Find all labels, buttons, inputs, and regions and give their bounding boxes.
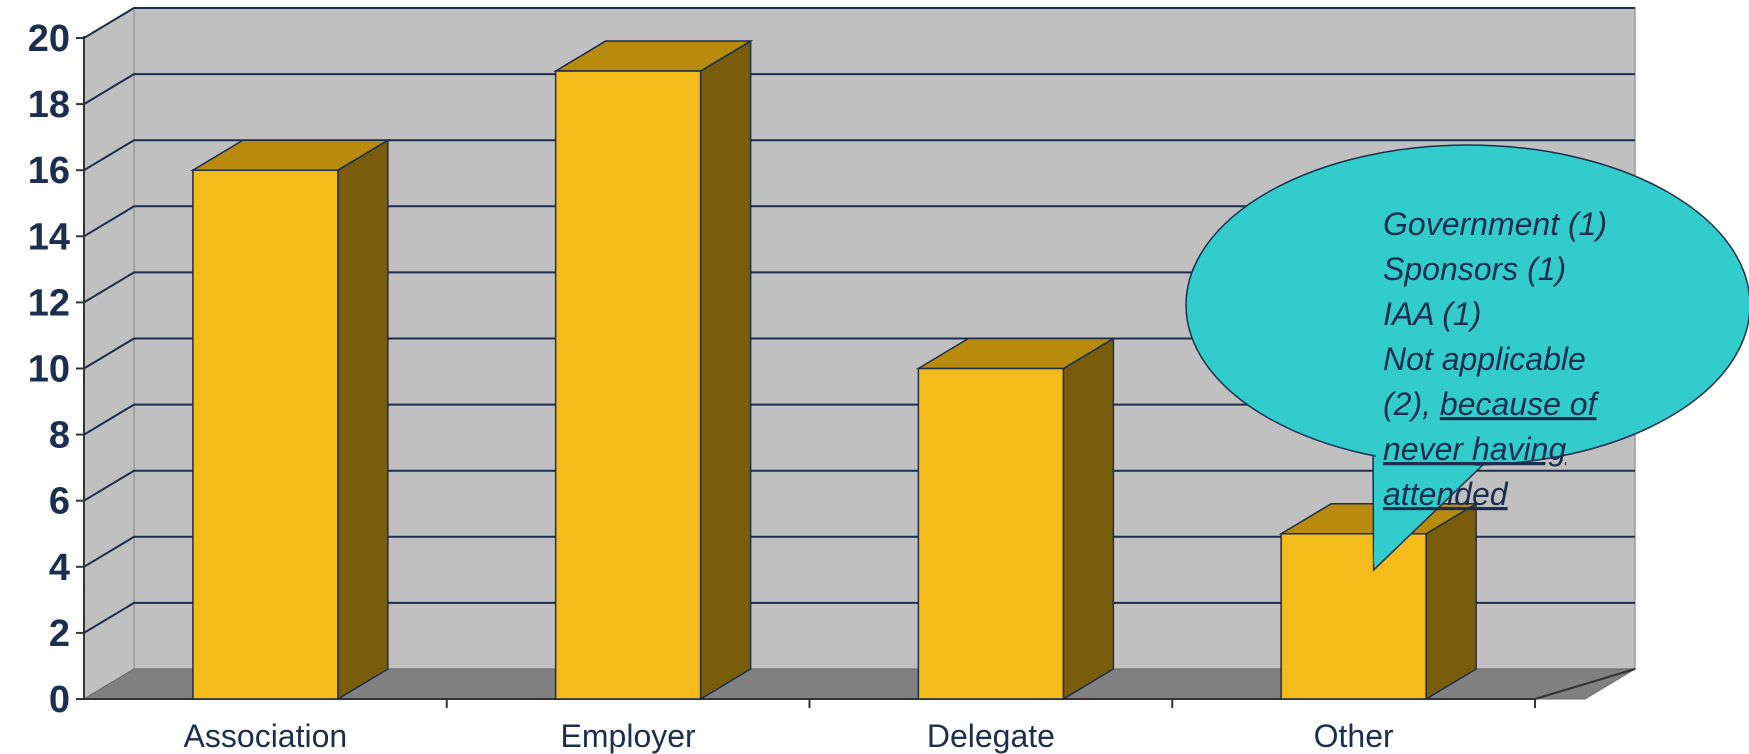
y-tick-label: 12 <box>28 282 70 324</box>
x-tick-label: Delegate <box>927 718 1055 754</box>
bars <box>190 39 1479 701</box>
gridline <box>83 403 1635 436</box>
bar-other <box>1278 502 1479 701</box>
callout-line-text: Government (1) <box>1383 206 1607 242</box>
x-tick-label: Other <box>1314 718 1394 754</box>
y-axis-ticks: 0 2 4 6 8 10 12 14 16 18 20 <box>28 18 84 721</box>
gridline <box>83 601 1635 634</box>
callout-line-text: IAA (1) <box>1383 296 1481 332</box>
y-tick-label: 6 <box>49 481 70 523</box>
gridline <box>83 535 1635 568</box>
y-tick-label: 20 <box>28 18 70 60</box>
callout-line-underlined: attended <box>1383 476 1509 512</box>
bar-side <box>1062 337 1115 701</box>
gridline <box>83 73 1635 105</box>
y-tick-label: 18 <box>28 84 70 126</box>
y-tick-label: 2 <box>49 613 70 655</box>
gridline <box>83 7 1635 39</box>
x-axis-labels: Association Employer Delegate Other <box>184 718 1394 754</box>
callout-line: Government (1) <box>1383 206 1607 242</box>
callout-line: Sponsors (1) <box>1383 251 1566 287</box>
bar-delegate <box>915 337 1117 701</box>
gridline <box>83 205 1635 238</box>
x-tick-label: Association <box>184 718 348 754</box>
callout-line-text: (2), <box>1383 386 1440 422</box>
y-tick-label: 14 <box>28 216 70 258</box>
callout-line: Not applicable <box>1383 341 1586 377</box>
callout-line-underlined: never having <box>1383 431 1566 467</box>
callout-line-text: Not applicable <box>1383 341 1586 377</box>
callout-bubble: Government (1) Sponsors (1) IAA (1) Not app… <box>1185 144 1749 572</box>
y-tick-label: 8 <box>49 415 70 457</box>
x-tick-label: Employer <box>561 718 697 754</box>
callout-line: (2), because of <box>1383 386 1600 422</box>
callout-line: IAA (1) <box>1383 296 1481 332</box>
gridline <box>83 337 1635 370</box>
y-tick-label: 10 <box>28 349 70 391</box>
floor-edge <box>1534 668 1636 700</box>
callout-line: never having <box>1383 431 1566 467</box>
bar-side <box>337 138 389 701</box>
bar-side <box>699 39 752 701</box>
y-tick-label: 16 <box>28 150 70 192</box>
y-tick-label: 0 <box>49 679 70 721</box>
callout-seam <box>1373 444 1485 564</box>
bar-front <box>917 367 1065 700</box>
bar-side <box>1425 502 1477 701</box>
callout-line: attended <box>1383 476 1509 512</box>
bar-front <box>554 70 702 700</box>
bar-employer <box>552 39 754 701</box>
gridline <box>83 271 1635 304</box>
gridline <box>83 139 1635 172</box>
bar-front <box>192 169 339 700</box>
gridlines <box>83 7 1635 634</box>
bar-front <box>1280 533 1427 700</box>
callout-line-text: Sponsors (1) <box>1383 251 1566 287</box>
y-tick-label: 4 <box>49 547 70 589</box>
bar-association <box>190 138 391 701</box>
callout-line-underlined: because of <box>1440 386 1600 422</box>
gridline <box>83 469 1635 502</box>
